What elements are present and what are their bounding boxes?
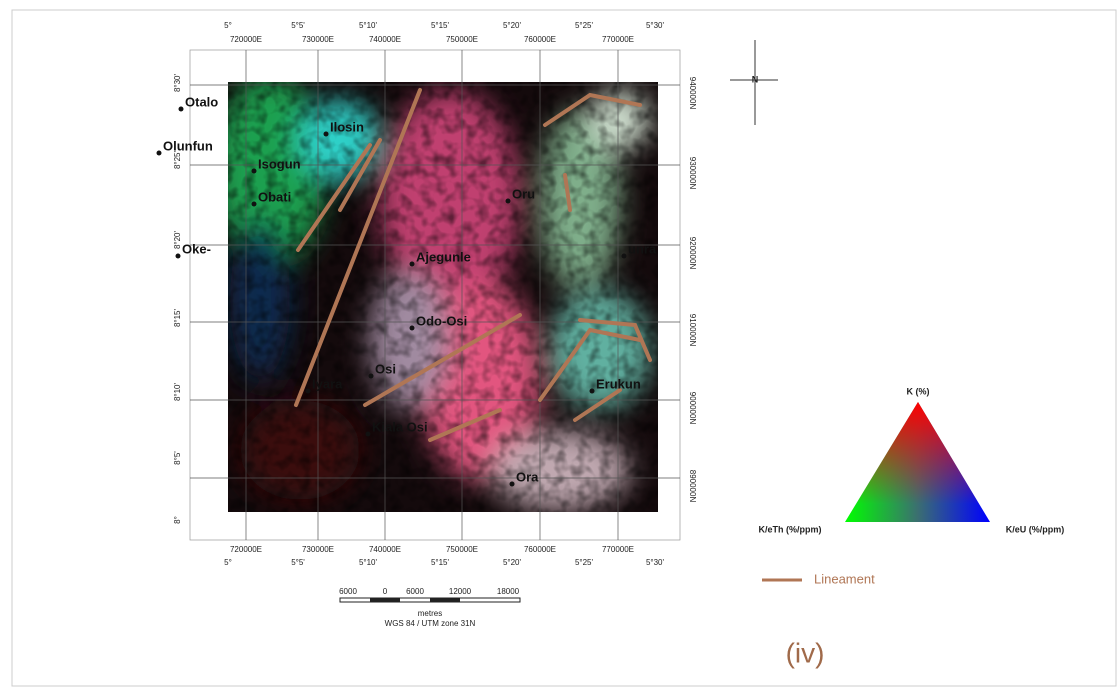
- bottom-easting: 770000E: [602, 545, 634, 554]
- legend-lineament: Lineament: [814, 571, 875, 586]
- right-northing: 930000N: [688, 157, 697, 190]
- top-degree: 5°10': [359, 21, 378, 30]
- town-marker: [366, 432, 371, 437]
- top-easting: 720000E: [230, 35, 262, 44]
- town-label: Isogun: [258, 156, 301, 171]
- right-northing: 890000N: [688, 470, 697, 503]
- top-degree: 5°20': [503, 21, 522, 30]
- bottom-degree: 5°25': [575, 558, 594, 567]
- scale-tick: 18000: [497, 587, 520, 596]
- legend-left: K/eTh (%/ppm): [759, 524, 822, 534]
- town-marker: [510, 482, 515, 487]
- right-northing: 900000N: [688, 392, 697, 425]
- left-latitude: 8°30': [173, 73, 182, 92]
- scale-tick: 12000: [449, 587, 472, 596]
- town-label: Ajegunle: [416, 249, 471, 264]
- top-easting: 730000E: [302, 35, 334, 44]
- scale-tick: 0: [383, 587, 388, 596]
- town-marker: [252, 202, 257, 207]
- top-easting: 750000E: [446, 35, 478, 44]
- town-label: Oke-: [182, 241, 211, 256]
- town-marker: [369, 374, 374, 379]
- left-latitude: 8°10': [173, 382, 182, 401]
- town-label: Iyara: [312, 376, 343, 391]
- legend-apex: K (%): [907, 386, 930, 396]
- town-label: Obati: [258, 189, 291, 204]
- legend-right: K/eU (%/ppm): [1006, 524, 1065, 534]
- top-degree: 5°30': [646, 21, 665, 30]
- top-degree: 5°: [224, 21, 232, 30]
- town-label: Otalo: [185, 94, 218, 109]
- scale-tick: 6000: [406, 587, 424, 596]
- top-easting: 770000E: [602, 35, 634, 44]
- bottom-degree: 5°20': [503, 558, 522, 567]
- town-label: Erukun: [596, 376, 641, 391]
- bottom-degree: 5°15': [431, 558, 450, 567]
- left-latitude: 8°5': [173, 451, 182, 465]
- town-label: Ora: [516, 469, 539, 484]
- top-degree: 5°15': [431, 21, 450, 30]
- bottom-easting: 750000E: [446, 545, 478, 554]
- town-marker: [157, 151, 162, 156]
- town-marker: [590, 389, 595, 394]
- bottom-easting: 730000E: [302, 545, 334, 554]
- town-label: Oru: [512, 186, 535, 201]
- town-marker: [176, 254, 181, 259]
- town-label: Kiala Osi: [372, 419, 428, 434]
- bottom-degree: 5°5': [291, 558, 305, 567]
- right-northing: 940000N: [688, 77, 697, 110]
- top-degree: 5°25': [575, 21, 594, 30]
- top-easting: 740000E: [369, 35, 401, 44]
- bottom-degree: 5°10': [359, 558, 378, 567]
- town-marker: [179, 107, 184, 112]
- town-label: Olunfun: [163, 138, 213, 153]
- town-marker: [306, 389, 311, 394]
- left-latitude: 8°15': [173, 308, 182, 327]
- top-easting: 760000E: [524, 35, 556, 44]
- imagery: [215, 75, 658, 512]
- town-label: Ilosin: [330, 119, 364, 134]
- bottom-degree: 5°30': [646, 558, 665, 567]
- north-label: N: [752, 74, 759, 84]
- town-marker: [252, 169, 257, 174]
- bottom-easting: 740000E: [369, 545, 401, 554]
- town-label: unra: [628, 241, 657, 256]
- town-marker: [622, 254, 627, 259]
- town-marker: [324, 132, 329, 137]
- top-degree: 5°5': [291, 21, 305, 30]
- right-northing: 920000N: [688, 237, 697, 270]
- town-label: Osi: [375, 361, 396, 376]
- bottom-easting: 720000E: [230, 545, 262, 554]
- projection: WGS 84 / UTM zone 31N: [385, 619, 476, 628]
- left-latitude: 8°: [173, 516, 182, 524]
- scale-unit: metres: [418, 609, 442, 618]
- panel-label: (iv): [786, 637, 825, 668]
- town-marker: [410, 262, 415, 267]
- town-label: Odo-Osi: [416, 313, 467, 328]
- right-northing: 910000N: [688, 314, 697, 347]
- town-marker: [506, 199, 511, 204]
- town-marker: [410, 326, 415, 331]
- bottom-easting: 760000E: [524, 545, 556, 554]
- page: 5° 5°5' 5°10' 5°15' 5°20' 5°25' 5°30' 720000E 73…: [0, 0, 1119, 689]
- scale-tick: 6000: [339, 587, 357, 596]
- left-latitude: 8°20': [173, 230, 182, 249]
- bottom-degree: 5°: [224, 558, 232, 567]
